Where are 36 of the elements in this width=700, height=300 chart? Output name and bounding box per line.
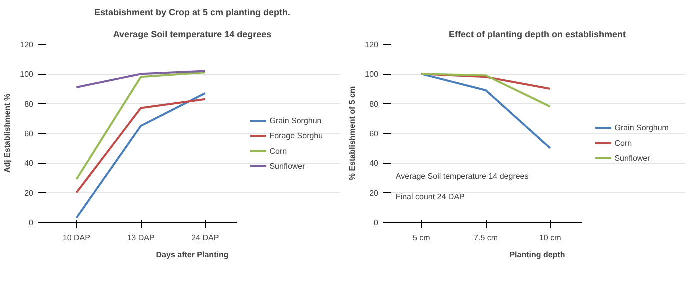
legend-label: Grain Sorghun — [270, 116, 322, 126]
y-tick-label: 20 — [370, 188, 380, 198]
y-tick-label: 60 — [370, 130, 380, 138]
y-tick-label: 100 — [365, 70, 380, 80]
chart-subtitle: Average Soil temperature 14 degrees — [113, 30, 272, 40]
x-tick-label: 10 DAP — [62, 234, 90, 242]
y-tick-label: 80 — [24, 100, 34, 109]
chart-title: Effect of planting depth on establishment — [449, 30, 626, 40]
legend-label: Corn — [270, 146, 288, 156]
annotation: Final count 24 DAP — [396, 192, 465, 202]
x-axis-title: Days after Planting — [156, 250, 229, 260]
legend-label: Sunflower — [614, 154, 651, 163]
annotation: Average Soil temperature 14 degrees — [396, 172, 529, 181]
y-tick-label: 80 — [370, 100, 380, 109]
x-tick-label: 5 cm — [413, 234, 431, 242]
y-tick-label: 40 — [370, 159, 380, 168]
legend-label: Grain Sorghum — [614, 124, 670, 133]
y-tick-label: 120 — [365, 40, 380, 50]
y-tick-label: 40 — [24, 159, 34, 168]
y-tick-label: 100 — [20, 70, 34, 80]
y-tick-label: 0 — [29, 218, 34, 228]
x-tick-label: 13 DAP — [127, 234, 155, 242]
legend-label: Sunflower — [270, 162, 306, 171]
legend-label: Forage Sorghu — [270, 132, 324, 141]
x-axis-title: Planting depth — [510, 250, 566, 260]
y-tick-label: 20 — [24, 188, 34, 198]
x-tick-label: 24 DAP — [192, 234, 220, 242]
y-tick-label: 120 — [20, 40, 34, 50]
y-axis-title: % Establishment of 5 cm — [348, 86, 358, 181]
y-tick-label: 60 — [24, 130, 34, 138]
y-axis-title: Adj Establishment % — [3, 94, 12, 174]
x-tick-label: 7.5 cm — [474, 234, 498, 242]
x-tick-label: 10 cm — [539, 234, 562, 242]
legend-label: Corn — [614, 138, 632, 148]
y-tick-label: 0 — [374, 218, 380, 228]
chart-title: Estabishment by Crop at 5 cm planting depth. — [94, 8, 291, 18]
